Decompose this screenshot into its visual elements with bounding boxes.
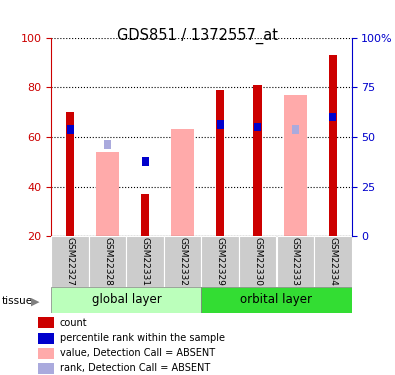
Bar: [216, 120, 224, 129]
Bar: [38, 317, 54, 328]
Bar: [292, 125, 299, 134]
Text: GSM22333: GSM22333: [291, 237, 300, 286]
Bar: [38, 333, 54, 344]
Bar: [104, 140, 111, 148]
Text: percentile rank within the sample: percentile rank within the sample: [60, 333, 225, 344]
Bar: [329, 55, 337, 236]
Text: orbital layer: orbital layer: [241, 294, 312, 306]
Bar: [284, 94, 307, 236]
Text: GSM22331: GSM22331: [141, 237, 150, 286]
Text: GSM22327: GSM22327: [66, 237, 75, 286]
Bar: [254, 85, 262, 236]
Bar: [276, 236, 314, 287]
Text: rank, Detection Call = ABSENT: rank, Detection Call = ABSENT: [60, 363, 210, 374]
Bar: [66, 112, 74, 236]
Bar: [239, 236, 276, 287]
Text: count: count: [60, 318, 87, 328]
Text: value, Detection Call = ABSENT: value, Detection Call = ABSENT: [60, 348, 215, 358]
Text: GSM22328: GSM22328: [103, 237, 112, 286]
Bar: [329, 112, 337, 122]
Bar: [164, 236, 201, 287]
Bar: [38, 363, 54, 374]
Text: global layer: global layer: [92, 294, 161, 306]
Text: GSM22329: GSM22329: [216, 237, 225, 286]
Bar: [51, 287, 201, 313]
Text: ▶: ▶: [31, 297, 40, 306]
Text: GSM22332: GSM22332: [178, 237, 187, 286]
Text: GDS851 / 1372557_at: GDS851 / 1372557_at: [117, 28, 278, 44]
Bar: [66, 125, 74, 134]
Bar: [141, 194, 149, 236]
Bar: [254, 123, 261, 131]
Bar: [38, 348, 54, 359]
Text: GSM22334: GSM22334: [328, 237, 337, 286]
Text: GSM22330: GSM22330: [253, 237, 262, 286]
Bar: [51, 236, 89, 287]
Bar: [314, 236, 352, 287]
Bar: [201, 287, 352, 313]
Bar: [89, 236, 126, 287]
Text: tissue: tissue: [2, 296, 33, 306]
Bar: [96, 152, 119, 236]
Bar: [216, 90, 224, 236]
Bar: [141, 158, 149, 166]
Bar: [171, 129, 194, 236]
Bar: [201, 236, 239, 287]
Bar: [126, 236, 164, 287]
